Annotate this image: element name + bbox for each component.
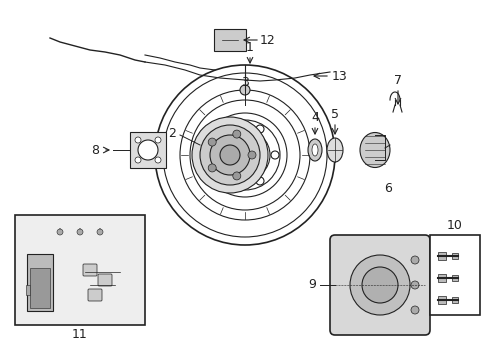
Text: 5: 5 [330,108,338,121]
Circle shape [410,256,418,264]
Circle shape [135,137,141,143]
Text: 2: 2 [168,126,176,140]
Circle shape [57,229,63,235]
Ellipse shape [311,144,317,156]
Text: 13: 13 [331,69,347,82]
Bar [451,275,457,281]
Circle shape [240,85,249,95]
Bar [437,274,445,282]
Circle shape [155,157,161,163]
Circle shape [361,267,397,303]
Text: 7: 7 [393,73,401,86]
Bar [30,268,50,308]
Text: 9: 9 [307,279,315,292]
Text: 12: 12 [260,33,275,46]
Text: 1: 1 [245,41,253,54]
FancyBboxPatch shape [88,289,102,301]
Circle shape [155,137,161,143]
Circle shape [410,281,418,289]
Circle shape [192,117,267,193]
Text: 11: 11 [72,328,88,342]
Text: 8: 8 [91,144,99,157]
FancyBboxPatch shape [130,132,165,168]
Text: 6: 6 [383,181,391,194]
Bar [429,235,479,315]
Circle shape [247,151,256,159]
Bar [437,296,445,304]
Circle shape [209,135,249,175]
FancyBboxPatch shape [83,264,97,276]
Ellipse shape [307,139,321,161]
Circle shape [410,306,418,314]
Circle shape [135,157,141,163]
Circle shape [208,164,216,172]
Ellipse shape [326,138,342,162]
Circle shape [138,140,158,160]
Circle shape [97,229,103,235]
Circle shape [232,172,240,180]
Circle shape [235,145,254,165]
Circle shape [208,138,216,146]
Circle shape [220,145,240,165]
FancyBboxPatch shape [27,254,53,311]
FancyBboxPatch shape [214,29,245,51]
Circle shape [200,125,260,185]
Bar [451,253,457,259]
Circle shape [77,229,83,235]
Text: 10: 10 [446,219,462,231]
Circle shape [232,130,240,138]
Text: 3: 3 [241,76,248,89]
Circle shape [349,255,409,315]
FancyBboxPatch shape [98,274,112,286]
Bar [451,297,457,303]
Ellipse shape [359,132,389,167]
Bar [437,252,445,260]
Text: 4: 4 [310,111,318,123]
Bar [26,285,30,295]
FancyBboxPatch shape [329,235,429,335]
Bar [15,215,145,325]
